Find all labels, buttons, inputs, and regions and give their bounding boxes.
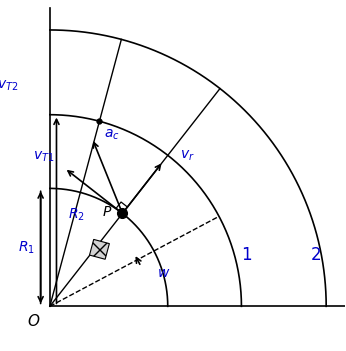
Text: $v_r$: $v_r$ bbox=[180, 148, 194, 163]
Text: $a_c$: $a_c$ bbox=[104, 127, 120, 142]
Text: $w$: $w$ bbox=[157, 266, 171, 280]
Text: $1$: $1$ bbox=[242, 246, 253, 264]
Text: $v_{T2}$: $v_{T2}$ bbox=[0, 78, 18, 93]
Text: $2$: $2$ bbox=[310, 246, 321, 264]
Text: $R_2$: $R_2$ bbox=[68, 206, 85, 223]
Text: $v_{T1}$: $v_{T1}$ bbox=[34, 150, 55, 164]
Text: $R_1$: $R_1$ bbox=[18, 239, 35, 256]
Polygon shape bbox=[90, 239, 109, 259]
Text: $P$: $P$ bbox=[102, 205, 112, 219]
Text: $O$: $O$ bbox=[27, 313, 40, 329]
